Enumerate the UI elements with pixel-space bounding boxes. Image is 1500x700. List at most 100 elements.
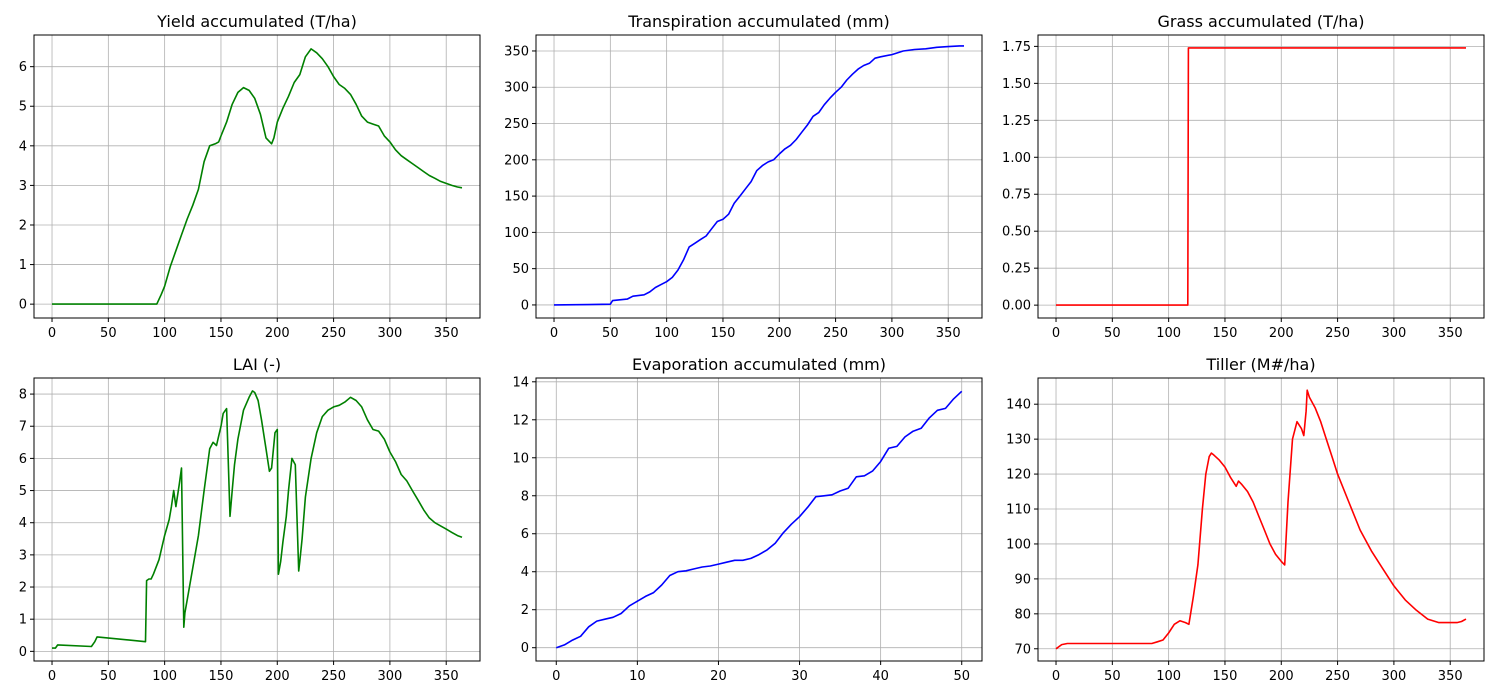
x-tick-label: 150: [711, 326, 736, 341]
chart-panel-6: 0 50 100 150 200 250 300 350 70 80 90 100 110 120 130 1…: [1006, 355, 1485, 684]
y-tick-label: 200: [504, 153, 529, 168]
chart-title: Tiller (M#/ha): [1205, 355, 1315, 374]
plot-frame: [33, 377, 481, 662]
x-tick-label: 0: [48, 326, 56, 341]
x-tick-label: 150: [1213, 326, 1238, 341]
chart-title: LAI (-): [233, 355, 281, 374]
y-tick-label: 1: [19, 613, 27, 628]
x-tick-label: 150: [209, 326, 234, 341]
y-tick-label: 5: [19, 484, 27, 499]
y-tick-label: 0: [19, 298, 27, 313]
x-tick-label: 40: [872, 669, 889, 684]
y-tick-label: 70: [1014, 642, 1031, 657]
x-tick-label: 250: [823, 326, 848, 341]
y-tick-label: 100: [504, 226, 529, 241]
series-line-1: [52, 390, 463, 649]
y-tick-label: 8: [19, 388, 27, 403]
chart-title: Evaporation accumulated (mm): [632, 355, 886, 374]
y-tick-label: 130: [1006, 433, 1031, 448]
x-tick-label: 50: [1104, 326, 1121, 341]
plot-frame: [33, 34, 481, 319]
x-tick-label: 250: [1325, 326, 1350, 341]
x-tick-label: 100: [152, 326, 177, 341]
y-tick-label: 7: [19, 420, 27, 435]
y-tick-label: 90: [1014, 572, 1031, 587]
x-tick-label: 150: [1213, 669, 1238, 684]
x-tick-label: 100: [152, 669, 177, 684]
y-tick-label: 0.75: [1002, 188, 1031, 203]
y-tick-label: 8: [521, 489, 529, 504]
series-line-1: [556, 390, 963, 649]
x-tick-label: 50: [602, 326, 619, 341]
x-tick-label: 20: [710, 669, 727, 684]
x-tick-label: 10: [629, 669, 646, 684]
x-tick-label: 300: [1381, 326, 1406, 341]
y-tick-label: 350: [504, 44, 529, 59]
y-tick-label: 140: [1006, 398, 1031, 413]
y-tick-label: 110: [1006, 503, 1031, 518]
y-tick-label: 2: [19, 218, 27, 233]
x-tick-label: 50: [100, 669, 117, 684]
y-tick-label: 120: [1006, 468, 1031, 483]
chart-title: Yield accumulated (T/ha): [156, 12, 357, 31]
x-tick-label: 100: [654, 326, 679, 341]
y-tick-label: 0: [521, 298, 529, 313]
x-tick-label: 50: [100, 326, 117, 341]
chart-panel-3: 0 50 100 150 200 250 300 350 0.00 0.25 0.50 0.75 1.0…: [1002, 12, 1485, 341]
x-tick-label: 300: [377, 669, 402, 684]
x-tick-label: 100: [1156, 326, 1181, 341]
x-tick-label: 50: [1104, 669, 1121, 684]
x-tick-label: 350: [1438, 326, 1463, 341]
x-tick-label: 100: [1156, 669, 1181, 684]
y-tick-label: 6: [521, 527, 529, 542]
y-tick-label: 0: [19, 645, 27, 660]
y-tick-label: 5: [19, 100, 27, 115]
plot-frame: [535, 377, 983, 662]
x-tick-label: 0: [48, 669, 56, 684]
y-tick-label: 2: [521, 603, 529, 618]
y-tick-label: 150: [504, 190, 529, 205]
series-line-1: [553, 45, 964, 306]
y-tick-label: 0.25: [1002, 262, 1031, 277]
plot-frame: [535, 34, 983, 319]
y-tick-label: 6: [19, 60, 27, 75]
y-tick-label: 1.75: [1002, 40, 1031, 55]
x-tick-label: 30: [791, 669, 808, 684]
x-tick-label: 200: [265, 669, 290, 684]
plot-frame: [1037, 377, 1485, 662]
chart-panel-1: 0 50 100 150 200 250 300 350 0 1 2 3 4 5 6 Yield accumu…: [19, 12, 481, 341]
x-tick-label: 300: [377, 326, 402, 341]
chart-title: Grass accumulated (T/ha): [1157, 12, 1364, 31]
chart-title: Transpiration accumulated (mm): [627, 12, 890, 31]
y-tick-label: 1.50: [1002, 77, 1031, 92]
x-tick-label: 350: [936, 326, 961, 341]
y-tick-label: 0: [521, 641, 529, 656]
y-tick-label: 250: [504, 117, 529, 132]
y-tick-label: 0.00: [1002, 299, 1031, 314]
series-line-1: [1056, 47, 1466, 306]
x-tick-label: 350: [434, 669, 459, 684]
y-tick-label: 10: [512, 451, 529, 466]
x-tick-label: 150: [209, 669, 234, 684]
series-line-1: [52, 48, 463, 305]
chart-panel-4: 0 50 100 150 200 250 300 350 0 1 2 3 4 5 6 7 8 LAI (-): [19, 355, 481, 684]
chart-panel-2: 0 50 100 150 200 250 300 350 0 50 100 150 200 250 300 3…: [504, 12, 983, 341]
y-tick-label: 0.50: [1002, 225, 1031, 240]
series-line-1: [1055, 389, 1467, 650]
chart-panel-5: 0 10 20 30 40 50 0 2 4 6 8 10 12 14 Evaporation accumu…: [512, 355, 983, 684]
y-tick-label: 12: [512, 413, 529, 428]
x-tick-label: 200: [1269, 326, 1294, 341]
y-tick-label: 2: [19, 581, 27, 596]
y-tick-label: 80: [1014, 607, 1031, 622]
x-tick-label: 250: [321, 326, 346, 341]
y-tick-label: 4: [19, 516, 27, 531]
x-tick-label: 50: [953, 669, 970, 684]
y-tick-label: 1.25: [1002, 114, 1031, 129]
x-tick-label: 250: [1325, 669, 1350, 684]
y-tick-label: 14: [512, 375, 529, 390]
y-tick-label: 300: [504, 81, 529, 96]
x-tick-label: 0: [550, 326, 558, 341]
y-tick-label: 3: [19, 179, 27, 194]
x-tick-label: 200: [767, 326, 792, 341]
